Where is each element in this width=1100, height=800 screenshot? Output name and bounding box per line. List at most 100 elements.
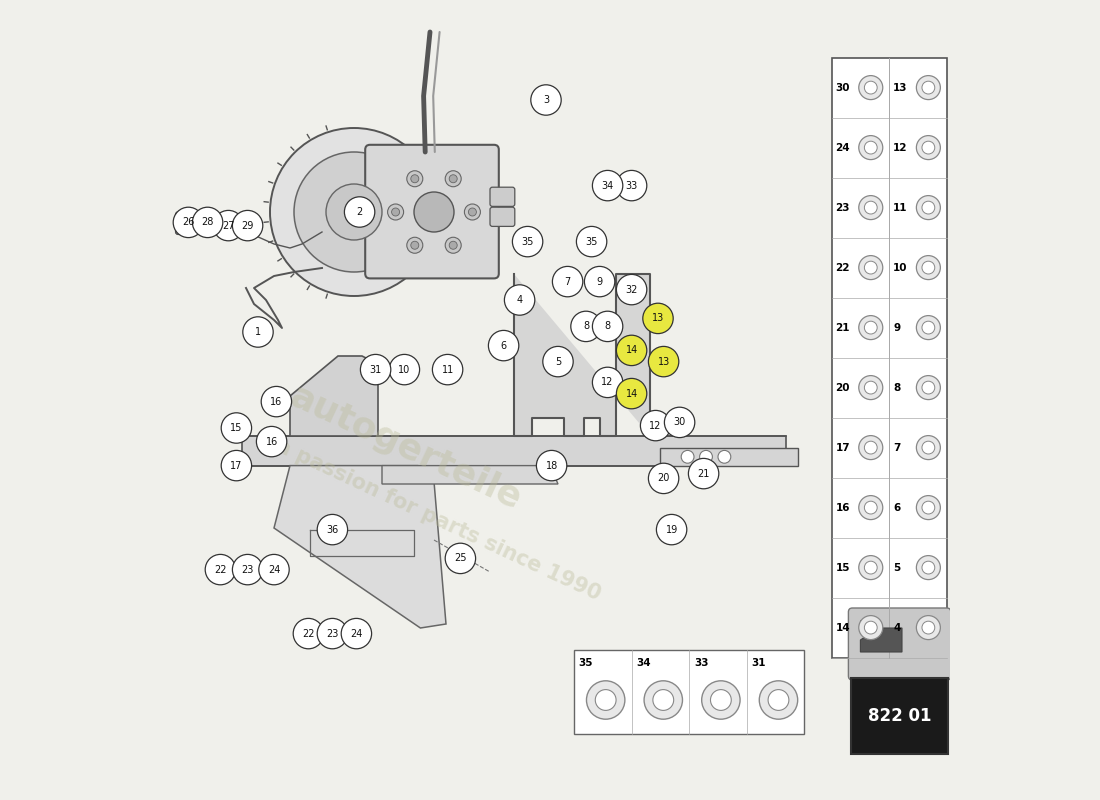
Text: 9: 9 — [596, 277, 603, 286]
Text: 9: 9 — [893, 322, 900, 333]
Text: 23: 23 — [836, 202, 850, 213]
Text: 7: 7 — [893, 442, 901, 453]
Text: 11: 11 — [441, 365, 453, 374]
Circle shape — [407, 170, 422, 186]
Circle shape — [916, 615, 940, 639]
Circle shape — [859, 315, 883, 339]
Circle shape — [922, 621, 935, 634]
Circle shape — [916, 195, 940, 219]
Circle shape — [859, 495, 883, 520]
Circle shape — [595, 690, 616, 710]
Circle shape — [531, 85, 561, 115]
Circle shape — [859, 555, 883, 579]
Circle shape — [221, 450, 252, 481]
Circle shape — [432, 354, 463, 385]
Text: 16: 16 — [265, 437, 277, 446]
Circle shape — [711, 690, 732, 710]
Circle shape — [865, 501, 877, 514]
Circle shape — [232, 210, 263, 241]
Circle shape — [593, 311, 623, 342]
Circle shape — [221, 413, 252, 443]
Text: 1: 1 — [255, 327, 261, 337]
Circle shape — [689, 458, 718, 489]
Circle shape — [206, 554, 235, 585]
Text: 8: 8 — [893, 382, 901, 393]
Circle shape — [185, 224, 192, 232]
Text: 30: 30 — [836, 82, 850, 93]
Circle shape — [648, 346, 679, 377]
Circle shape — [642, 303, 673, 334]
Text: 6: 6 — [500, 341, 507, 350]
Circle shape — [361, 354, 390, 385]
Text: 23: 23 — [241, 565, 254, 574]
Circle shape — [449, 174, 458, 182]
Text: 35: 35 — [585, 237, 597, 246]
Circle shape — [859, 75, 883, 99]
Circle shape — [584, 266, 615, 297]
Circle shape — [294, 618, 323, 649]
Circle shape — [488, 330, 519, 361]
Circle shape — [922, 561, 935, 574]
Circle shape — [270, 128, 438, 296]
Text: 5: 5 — [554, 357, 561, 366]
Circle shape — [859, 255, 883, 279]
Text: 22: 22 — [214, 565, 227, 574]
Circle shape — [616, 170, 647, 201]
Circle shape — [865, 561, 877, 574]
Text: 12: 12 — [649, 421, 662, 430]
Text: 12: 12 — [602, 378, 614, 387]
Text: 5: 5 — [893, 562, 901, 573]
Circle shape — [681, 450, 694, 463]
Text: 4: 4 — [517, 295, 522, 305]
FancyBboxPatch shape — [490, 207, 515, 226]
Circle shape — [657, 514, 686, 545]
Circle shape — [922, 321, 935, 334]
Text: 28: 28 — [201, 218, 213, 227]
Text: 4: 4 — [893, 622, 901, 633]
Polygon shape — [860, 620, 875, 628]
Circle shape — [653, 690, 673, 710]
Text: 24: 24 — [836, 142, 850, 153]
Circle shape — [446, 170, 461, 186]
Text: 27: 27 — [222, 221, 234, 230]
Text: 23: 23 — [327, 629, 339, 638]
Text: 25: 25 — [454, 554, 466, 563]
Circle shape — [213, 210, 243, 241]
Circle shape — [192, 207, 223, 238]
Circle shape — [702, 681, 740, 719]
FancyBboxPatch shape — [176, 212, 198, 234]
Text: a passion for parts since 1990: a passion for parts since 1990 — [273, 436, 604, 604]
Circle shape — [464, 204, 481, 220]
Circle shape — [407, 238, 422, 254]
Text: 21: 21 — [836, 322, 850, 333]
Circle shape — [188, 224, 196, 232]
Polygon shape — [660, 448, 798, 466]
Circle shape — [537, 450, 566, 481]
Circle shape — [916, 495, 940, 520]
Circle shape — [922, 81, 935, 94]
Circle shape — [552, 266, 583, 297]
Text: 31: 31 — [751, 658, 766, 667]
Circle shape — [392, 208, 399, 216]
Circle shape — [916, 75, 940, 99]
Circle shape — [571, 311, 602, 342]
Circle shape — [593, 367, 623, 398]
Text: 16: 16 — [271, 397, 283, 406]
Circle shape — [865, 442, 877, 454]
Circle shape — [469, 208, 476, 216]
Text: 8: 8 — [605, 322, 610, 331]
Circle shape — [859, 135, 883, 159]
Text: 13: 13 — [893, 82, 907, 93]
Circle shape — [616, 274, 647, 305]
Circle shape — [922, 201, 935, 214]
Circle shape — [178, 224, 186, 232]
Circle shape — [859, 195, 883, 219]
FancyBboxPatch shape — [365, 145, 498, 278]
Text: 13: 13 — [652, 314, 664, 323]
Circle shape — [317, 618, 348, 649]
Circle shape — [645, 681, 682, 719]
Circle shape — [718, 450, 730, 463]
Circle shape — [759, 681, 797, 719]
Circle shape — [859, 615, 883, 639]
Polygon shape — [860, 628, 902, 652]
